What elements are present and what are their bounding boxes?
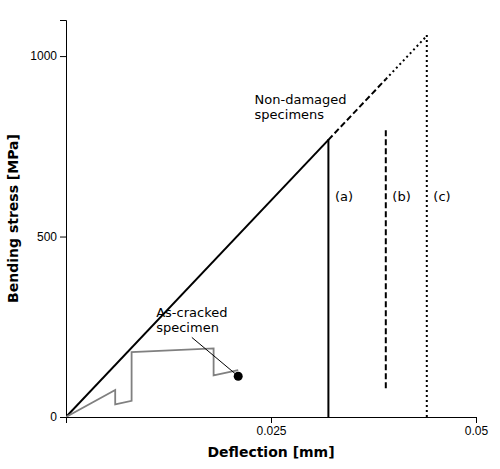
- annotation: (a): [335, 189, 353, 204]
- tick-label: 0.05: [465, 424, 489, 438]
- tick-label: 500: [37, 230, 57, 244]
- x-axis: 0.025 0.05: [67, 417, 489, 438]
- x-axis-line: [67, 418, 477, 424]
- y-axis: 0 500 1000: [30, 21, 66, 425]
- tick: 500: [37, 230, 66, 244]
- annotation: As-crackedspecimen: [156, 305, 227, 336]
- tick-mark: [60, 56, 66, 57]
- tick-mark: [60, 237, 66, 238]
- plot: 0.025 0.05 0 500 1000 (a) (b) (c) Non-damagedspe…: [30, 21, 488, 438]
- y-axis-line: [60, 21, 67, 418]
- line: [385, 128, 387, 388]
- x-axis-title: Deflection [mm]: [207, 444, 334, 460]
- line: [66, 140, 328, 417]
- line: [386, 36, 427, 79]
- tick: 1000: [30, 49, 66, 63]
- annotation: (c): [433, 189, 450, 204]
- annotations: (a) (b) (c) Non-damagedspecimens As-crackeds…: [156, 92, 450, 376]
- tick-label: 0.025: [256, 424, 286, 438]
- annotation: Non-damagedspecimens: [255, 92, 347, 123]
- tick-label: 1000: [30, 49, 57, 63]
- y-axis-title: Bending stress [MPa]: [5, 134, 21, 303]
- line: [426, 34, 428, 417]
- line: [328, 79, 385, 140]
- tick: 0: [50, 410, 66, 424]
- tick-mark: [476, 417, 477, 423]
- tick-mark: [271, 417, 272, 423]
- annotation: (b): [392, 189, 410, 204]
- chart: 0.025 0.05 0 500 1000 (a) (b) (c) Non-damagedspe…: [0, 0, 500, 469]
- tick: 0.05: [465, 417, 489, 438]
- tick: 0.025: [256, 417, 286, 438]
- tick-label: 0: [50, 410, 57, 424]
- marks: [66, 34, 427, 417]
- line: [327, 139, 329, 417]
- tick-mark: [60, 417, 66, 418]
- annotation-arrow: [192, 337, 238, 376]
- line: [66, 348, 238, 417]
